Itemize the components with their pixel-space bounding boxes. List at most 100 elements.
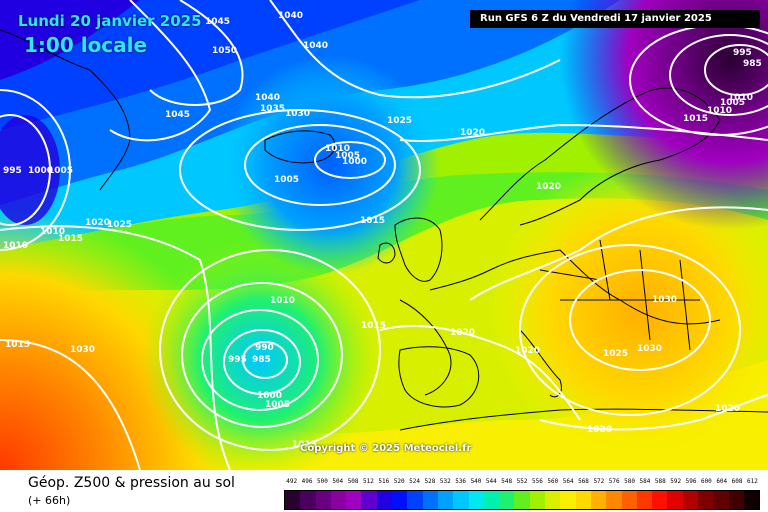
legend-value: 572 — [593, 478, 605, 485]
legend-value: 596 — [685, 478, 697, 485]
isobar-label: 1025 — [387, 116, 412, 126]
legend-swatch — [743, 491, 760, 509]
legend-value: 524 — [409, 478, 420, 485]
isobar-label: 1030 — [652, 295, 677, 305]
model-run-label: Run GFS 6 Z du Vendredi 17 janvier 2025 — [470, 10, 760, 28]
isobar-label: 1015 — [683, 114, 708, 124]
isobar-label: 1005 — [335, 151, 360, 161]
isobar-label: 1015 — [360, 216, 385, 226]
isobar-label: 1010 — [728, 93, 753, 103]
legend-swatch — [652, 491, 668, 509]
legend-swatch — [422, 491, 438, 509]
product-title: Géop. Z500 & pression au sol — [28, 475, 235, 491]
forecast-lead-time: (+ 66h) — [28, 494, 71, 507]
legend-swatch — [514, 491, 530, 509]
isobar-label: 1000 — [257, 391, 282, 401]
isobar-label: 1010 — [3, 241, 28, 251]
isobar-label: 1010 — [707, 106, 732, 116]
isobar-label: 1020 — [85, 218, 110, 228]
legend-swatch — [621, 491, 637, 509]
legend-value: 504 — [332, 478, 344, 485]
isobar-label: 1040 — [278, 11, 303, 21]
isobar-label: 1020 — [715, 404, 740, 414]
legend-value: 588 — [654, 478, 666, 485]
legend-swatch — [483, 491, 500, 509]
color-scale-legend: 492 496 500 504 508 512 516 520 524 528 532 536 540 5… — [284, 478, 760, 510]
isobar-label: 1030 — [637, 344, 662, 354]
isobar-label: 1040 — [303, 41, 328, 51]
isobar-label: 1025 — [603, 349, 628, 359]
legend-value: 552 — [516, 478, 528, 485]
isobar-label: 1000 — [342, 157, 367, 167]
isobar-label: 1000 — [28, 166, 53, 176]
isobar-labels: 1045 1040 1050 1040 1045 1040 1035 1030 … — [3, 11, 762, 450]
legend-value: 500 — [316, 478, 328, 485]
legend-bar: Géop. Z500 & pression au sol (+ 66h) 492… — [0, 470, 768, 512]
copyright: Copyright © 2025 Meteociel.fr — [300, 443, 472, 454]
legend-value: 516 — [378, 478, 390, 485]
legend-value: 576 — [608, 478, 620, 485]
isobars — [0, 0, 768, 470]
isobar-label: 1030 — [70, 345, 95, 355]
legend-value: 536 — [455, 478, 467, 485]
legend-swatch — [468, 491, 484, 509]
isobar-label: 1045 — [205, 17, 230, 27]
legend-swatch — [529, 491, 546, 509]
legend-value: 592 — [670, 478, 682, 485]
legend-swatch — [392, 491, 408, 509]
isobar-label: 985 — [252, 355, 271, 365]
legend-value: 556 — [532, 478, 543, 485]
isobar-label: 1020 — [515, 346, 540, 356]
legend-value: 528 — [424, 478, 436, 485]
legend-labels: 492 496 500 504 508 512 516 520 524 528 532 536 540 5… — [284, 478, 760, 488]
geopotential-field: 1045 1040 1050 1040 1045 1040 1035 1030 … — [0, 0, 768, 470]
isobar-label: 1010 — [270, 296, 295, 306]
legend-swatch — [330, 491, 347, 509]
legend-swatch — [575, 491, 591, 509]
isobar-label: 1005 — [720, 98, 745, 108]
coastlines — [0, 29, 768, 431]
legend-swatch — [728, 491, 744, 509]
legend-swatch — [453, 491, 469, 509]
legend-swatch — [499, 491, 515, 509]
legend-swatches — [284, 490, 760, 510]
legend-swatch — [713, 491, 729, 509]
legend-value: 548 — [501, 478, 513, 485]
legend-value: 544 — [485, 478, 497, 485]
legend-value: 512 — [363, 478, 374, 485]
legend-value: 492 — [286, 478, 298, 485]
legend-value: 520 — [393, 478, 405, 485]
isobar-label: 1020 — [587, 425, 612, 435]
legend-value: 604 — [716, 478, 728, 485]
legend-value: 532 — [439, 478, 451, 485]
legend-value: 540 — [470, 478, 482, 485]
legend-swatch — [560, 491, 576, 509]
legend-swatch — [545, 491, 561, 509]
isobar-label: 990 — [255, 343, 274, 353]
isobar-label: 1020 — [450, 328, 475, 338]
isobar-label: 1015 — [58, 234, 83, 244]
legend-swatch — [285, 491, 301, 509]
isobar-label: 1010 — [325, 144, 350, 154]
isobar-label: 1025 — [107, 220, 132, 230]
isobar-label: 1030 — [285, 109, 310, 119]
legend-value: 564 — [562, 478, 574, 485]
legend-value: 608 — [731, 478, 743, 485]
legend-swatch — [667, 491, 683, 509]
isobar-label: 1035 — [260, 104, 285, 114]
isobar-label: 1015 — [361, 321, 386, 331]
isobar-label: 1040 — [255, 93, 280, 103]
legend-swatch — [590, 491, 607, 509]
legend-swatch — [361, 491, 377, 509]
legend-swatch — [376, 491, 393, 509]
legend-value: 580 — [624, 478, 635, 485]
legend-value: 568 — [578, 478, 589, 485]
isobar-label: 1010 — [40, 227, 65, 237]
isobar-label: 1050 — [212, 46, 237, 56]
isobar-label: 1015 — [5, 340, 30, 350]
isobar-label: 995 — [3, 166, 22, 176]
legend-swatch — [698, 491, 714, 509]
isobar-label: 1020 — [460, 128, 485, 138]
legend-value: 508 — [347, 478, 359, 485]
legend-value: 600 — [700, 478, 712, 485]
